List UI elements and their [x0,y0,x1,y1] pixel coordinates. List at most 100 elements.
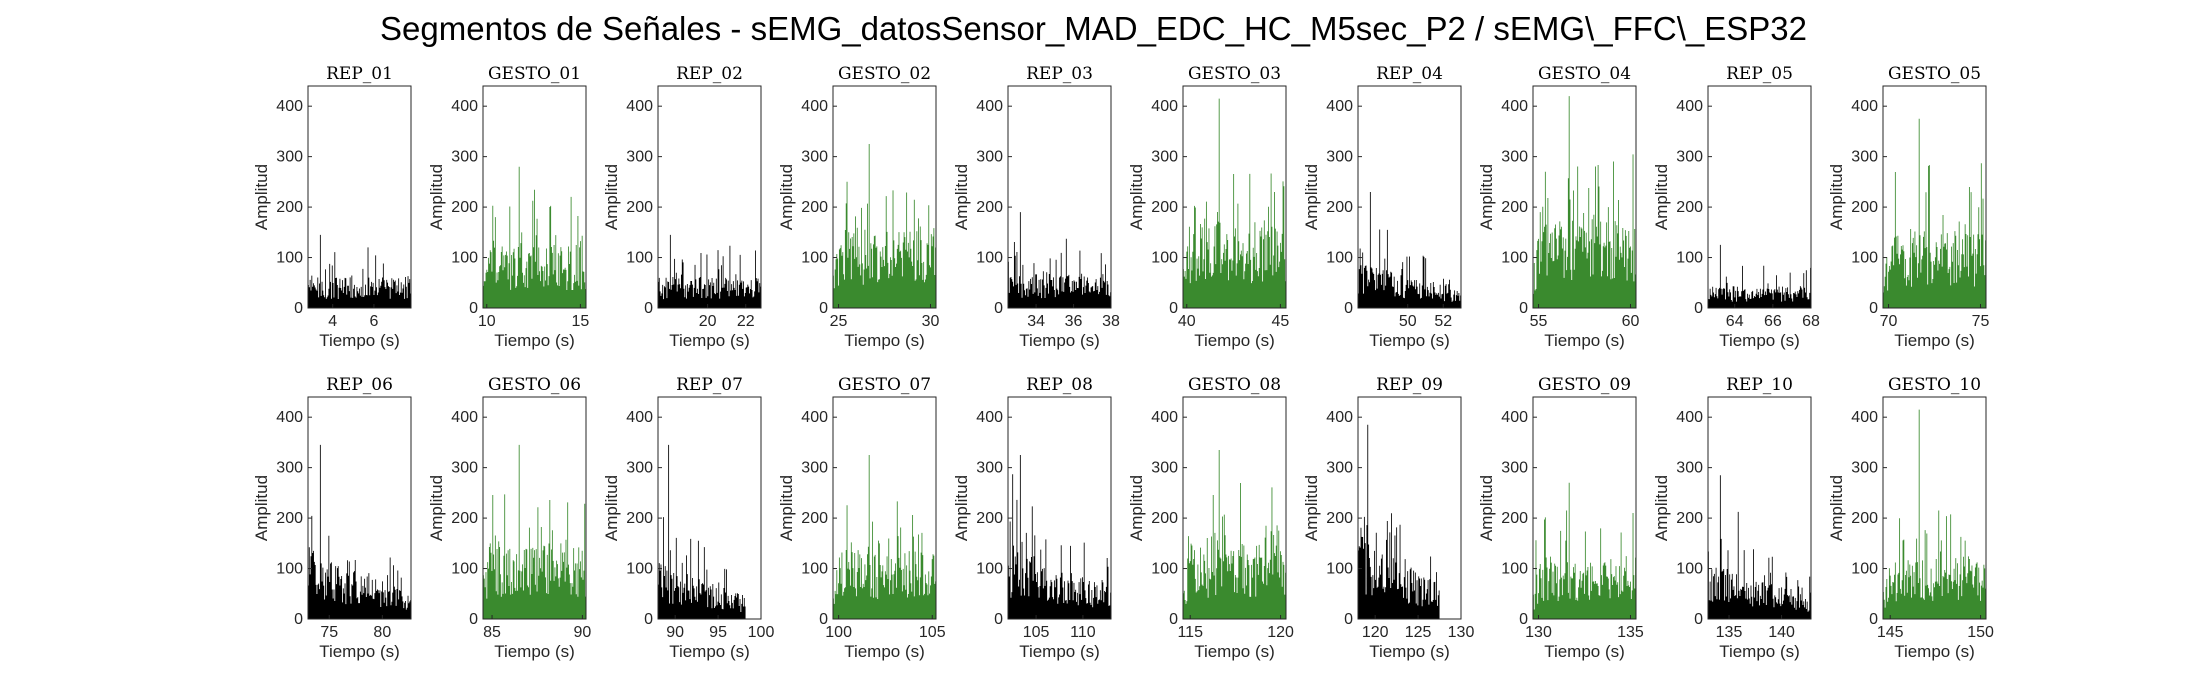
axes-box [1707,85,1812,309]
subplot-rep_02: 0 100 200 300 400 20 22 REP_02 Tiempo (s) Amplitu… [602,64,762,350]
x-tick-label: 120 [1267,624,1294,641]
y-tick-label: 0 [1344,611,1353,628]
subplot-title: REP_03 [1026,64,1093,84]
x-tick-label: 100 [825,624,852,641]
y-tick-label: 200 [626,199,653,216]
signal-bars [1883,118,1986,308]
y-tick-label: 0 [1519,300,1528,317]
axes-box [1532,85,1637,309]
x-tick-label: 10 [478,313,496,330]
y-tick-label: 200 [1501,199,1528,216]
subplot-title: REP_06 [326,375,393,395]
y-tick-label: 200 [626,510,653,527]
y-tick-label: 100 [626,250,653,267]
y-tick-label: 100 [451,250,478,267]
x-axis-label: Tiempo (s) [669,642,750,661]
subplot-rep_09: 0 100 200 300 400 120 125 130 REP_09 Tiempo (s) Am… [1302,375,1474,661]
y-axis-label: Amplitud [1302,475,1321,541]
axes-box [832,396,937,620]
subplot-title: GESTO_03 [1188,64,1281,84]
y-axis-label: Amplitud [602,475,621,541]
x-tick-label: 75 [320,624,338,641]
subplot-title: REP_04 [1376,64,1443,84]
signal-bars [483,166,586,308]
y-tick-label: 100 [976,250,1003,267]
x-tick-label: 135 [1617,624,1644,641]
x-tick-label: 50 [1399,313,1417,330]
y-axis-label: Amplitud [602,164,621,230]
subplot-gesto_09: 0 100 200 300 400 130 135 GESTO_09 Tiempo (s) Amp… [1477,375,1644,661]
y-tick-label: 300 [1501,149,1528,166]
y-tick-label: 400 [1676,409,1703,426]
signal-bars [833,455,936,619]
x-tick-label: 45 [1271,313,1289,330]
y-tick-label: 300 [1151,460,1178,477]
x-tick-label: 150 [1967,624,1994,641]
y-tick-label: 400 [1851,98,1878,115]
subplot-title: GESTO_06 [488,375,581,395]
y-axis-label: Amplitud [427,475,446,541]
y-tick-label: 300 [1151,149,1178,166]
y-tick-label: 200 [451,199,478,216]
y-tick-label: 200 [801,510,828,527]
y-tick-label: 0 [1519,611,1528,628]
y-tick-label: 400 [276,98,303,115]
x-tick-label: 135 [1716,624,1743,641]
y-tick-label: 400 [1501,409,1528,426]
subplot-gesto_10: 0 100 200 300 400 145 150 GESTO_10 Tiempo (s) Amp… [1827,375,1994,661]
subplot-title: REP_08 [1026,375,1093,395]
y-tick-label: 100 [1851,250,1878,267]
x-axis-label: Tiempo (s) [844,642,925,661]
y-axis-label: Amplitud [252,475,271,541]
x-axis-label: Tiempo (s) [1369,331,1450,350]
x-tick-label: 52 [1434,313,1452,330]
y-tick-label: 400 [451,409,478,426]
y-tick-label: 0 [1694,611,1703,628]
x-tick-label: 34 [1027,313,1045,330]
x-tick-label: 70 [1880,313,1898,330]
subplot-gesto_04: 0 100 200 300 400 55 60 GESTO_04 Tiempo (s) Ampli… [1477,64,1639,350]
subplot-rep_04: 0 100 200 300 400 50 52 REP_04 Tiempo (s) Amplitu… [1302,64,1462,350]
y-tick-label: 300 [451,460,478,477]
axes-box [657,396,762,620]
y-tick-label: 0 [994,300,1003,317]
axes-box [1182,396,1287,620]
y-tick-label: 100 [276,561,303,578]
x-tick-label: 20 [699,313,717,330]
signal-bars [1708,244,1811,308]
y-tick-label: 400 [451,98,478,115]
y-tick-label: 100 [1676,250,1703,267]
x-tick-label: 125 [1405,624,1432,641]
y-tick-label: 0 [469,611,478,628]
y-axis-label: Amplitud [1827,475,1846,541]
axes-box [657,85,762,309]
axes-box [482,85,587,309]
y-tick-label: 400 [276,409,303,426]
x-tick-label: 64 [1726,313,1744,330]
subplot-gesto_01: 0 100 200 300 400 10 15 GESTO_01 Tiempo (s) Ampli… [427,64,589,350]
x-axis-label: Tiempo (s) [1019,642,1100,661]
x-tick-label: 36 [1065,313,1083,330]
y-axis-label: Amplitud [1827,164,1846,230]
subplot-title: GESTO_07 [838,375,931,395]
y-tick-label: 100 [1851,561,1878,578]
y-tick-label: 300 [1851,460,1878,477]
y-axis-label: Amplitud [952,475,971,541]
y-tick-label: 100 [1326,561,1353,578]
y-tick-label: 200 [276,199,303,216]
x-tick-label: 4 [328,313,337,330]
subplot-title: REP_01 [326,64,393,84]
subplot-title: GESTO_04 [1538,64,1631,84]
y-axis-label: Amplitud [1477,475,1496,541]
y-tick-label: 0 [1169,611,1178,628]
x-axis-label: Tiempo (s) [319,331,400,350]
x-tick-label: 140 [1768,624,1795,641]
y-tick-label: 0 [994,611,1003,628]
y-tick-label: 400 [1151,98,1178,115]
axes-box [1532,396,1637,620]
y-tick-label: 400 [976,98,1003,115]
signal-bars [308,234,411,308]
y-axis-label: Amplitud [1652,164,1671,230]
x-tick-label: 15 [571,313,589,330]
